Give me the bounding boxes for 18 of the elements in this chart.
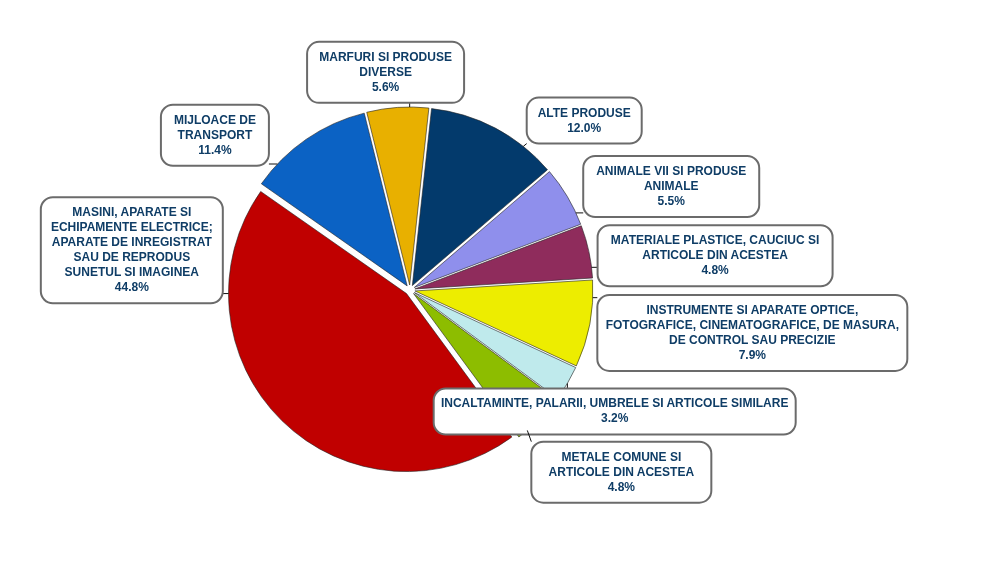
slice-label: ANIMALE VII SI PRODUSE ANIMALE bbox=[596, 163, 747, 193]
slice-label: INSTRUMENTE SI APARATE OPTICE, FOTOGRAFICE, CINEMATOGRAFICE, DE MASURA, DE CONTROL SAU PRECIZIE bbox=[605, 302, 899, 347]
slice-label: MARFURI SI PRODUSE DIVERSE bbox=[319, 49, 452, 79]
slice-label: MIJLOACE DE TRANSPORT bbox=[173, 112, 256, 142]
slice-label: MATERIALE PLASTICE, CAUCIUC SI ARTICOLE DIN ACESTEA bbox=[610, 233, 820, 263]
slice-label: METALE COMUNE SI ARTICOLE DIN ACESTEA bbox=[548, 449, 695, 479]
data-label: 5.5% bbox=[657, 193, 686, 208]
data-label: 3.2% bbox=[601, 411, 629, 426]
slice-label: ALTE PRODUSE bbox=[537, 105, 631, 120]
data-label: 11.4% bbox=[198, 142, 232, 157]
data-label: 7.9% bbox=[738, 347, 767, 362]
slice-label: MASINI, APARATE SI ECHIPAMENTE ELECTRICE; APARATE DE INREGISTRAT SAU DE REPRODUS SUNETUL SI IMAGINEA bbox=[50, 205, 213, 280]
data-label: 44.8% bbox=[114, 280, 150, 295]
slice-label: INCALTAMINTE, PALARII, UMBRELE SI ARTICOLE SIMILARE bbox=[440, 396, 789, 411]
data-label: 5.6% bbox=[371, 79, 400, 94]
data-label: 12.0% bbox=[567, 120, 602, 135]
data-label: 4.8% bbox=[607, 479, 636, 494]
data-label: 4.8% bbox=[701, 263, 730, 278]
